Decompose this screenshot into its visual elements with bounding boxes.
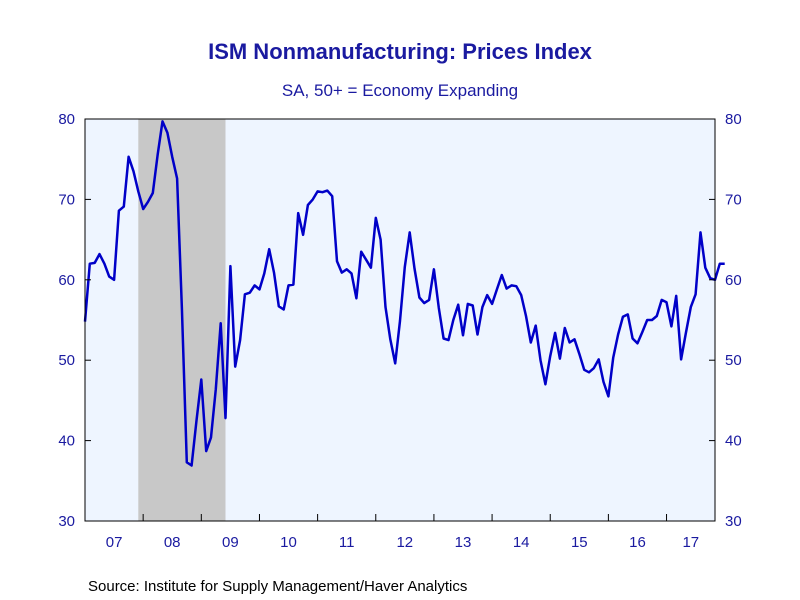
series-layer [83, 120, 725, 467]
x-tick-label-14: 14 [513, 534, 530, 551]
x-tick-label-07: 07 [106, 534, 123, 551]
y-tick-label-right-50: 50 [725, 352, 742, 369]
y-tick-label-left-50: 50 [58, 352, 75, 369]
x-tick-label-16: 16 [629, 534, 646, 551]
axis-layer: 30 30 40 40 50 50 60 60 70 70 80 80 07 08 09 10 11 12 13 14… [58, 111, 741, 551]
y-tick-label-right-80: 80 [725, 111, 742, 128]
y-tick-label-left-80: 80 [58, 111, 75, 128]
y-tick-label-right-70: 70 [725, 191, 742, 208]
x-tick-label-10: 10 [280, 534, 297, 551]
source-note: Source: Institute for Supply Management/… [88, 578, 467, 595]
x-tick-label-15: 15 [571, 534, 588, 551]
plot-frame [84, 118, 716, 522]
y-tick-label-left-30: 30 [58, 513, 75, 530]
y-tick-label-right-40: 40 [725, 433, 742, 450]
chart-subtitle: SA, 50+ = Economy Expanding [282, 81, 518, 100]
y-tick-label-right-60: 60 [725, 272, 742, 289]
y-tick-label-left-60: 60 [58, 272, 75, 289]
x-tick-label-17: 17 [682, 534, 699, 551]
x-tick-label-13: 13 [455, 534, 472, 551]
x-tick-label-08: 08 [164, 534, 181, 551]
y-tick-label-left-70: 70 [58, 191, 75, 208]
x-tick-label-09: 09 [222, 534, 239, 551]
y-tick-label-right-30: 30 [725, 513, 742, 530]
series-line-0 [83, 120, 725, 467]
chart-title: ISM Nonmanufacturing: Prices Index [208, 39, 593, 64]
y-tick-label-left-40: 40 [58, 433, 75, 450]
x-tick-label-12: 12 [396, 534, 413, 551]
x-tick-label-11: 11 [339, 534, 355, 551]
